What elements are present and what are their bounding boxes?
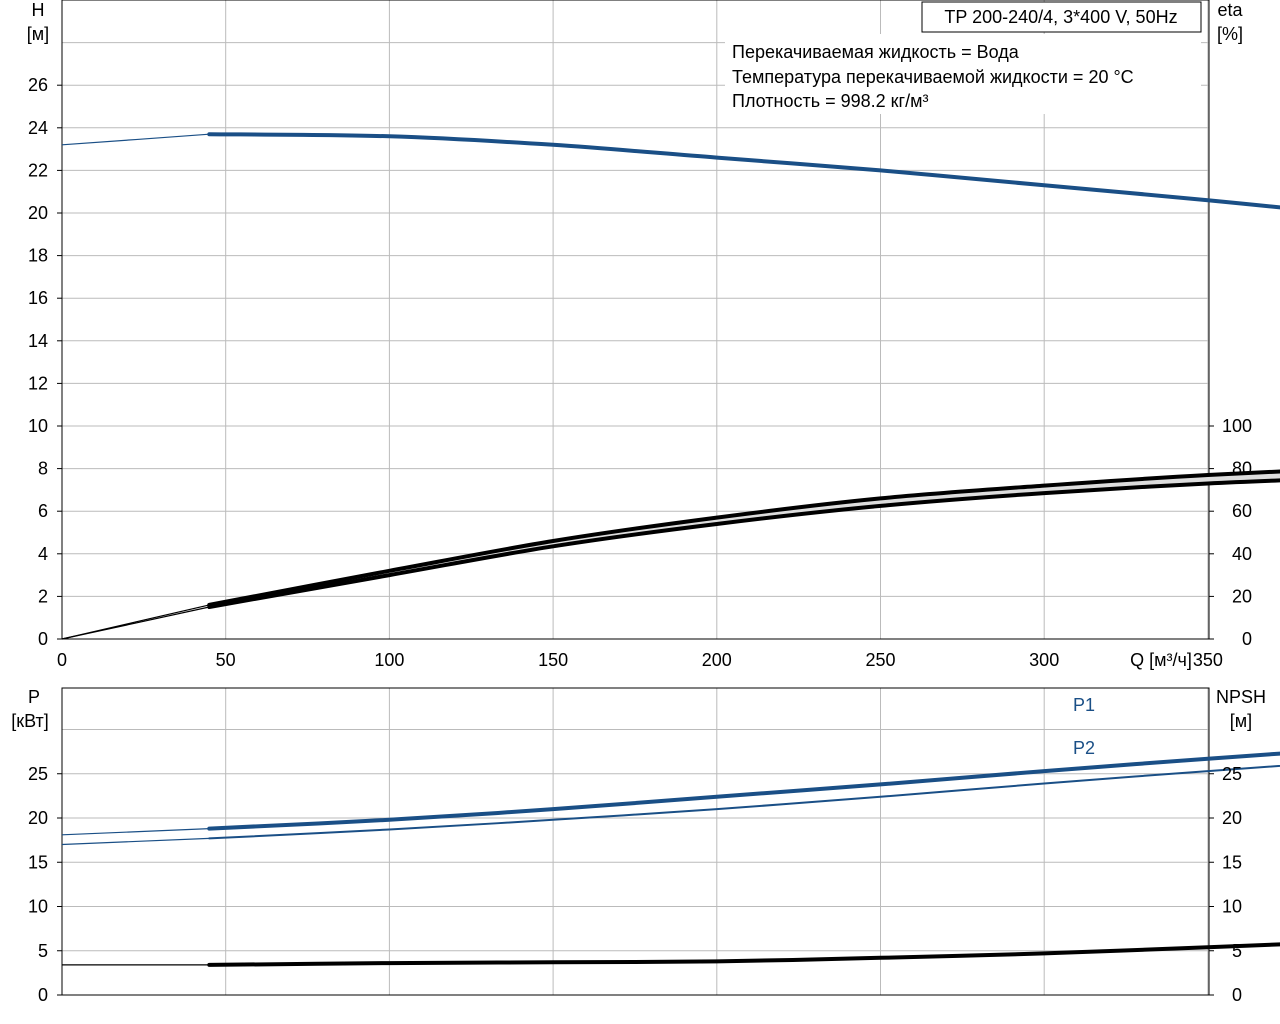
power-tick-label: 0 — [38, 985, 48, 1005]
x-tick-label: 200 — [702, 650, 732, 670]
head-tick-label: 0 — [38, 629, 48, 649]
head-efficiency-chart: 050100150200250300350400450500550600 024… — [27, 0, 1280, 670]
power-axis-title: P — [28, 687, 40, 707]
power-tick-label: 20 — [28, 808, 48, 828]
top-plot-frame — [61, 0, 1210, 640]
info-line-liquid: Перекачиваемая жидкость = Вода — [732, 42, 1020, 62]
p2-extrapolated-line — [61, 837, 210, 846]
head-tick-label: 26 — [28, 75, 48, 95]
title-box — [921, 1, 1202, 33]
power-tick-label: 25 — [28, 764, 48, 784]
head-axis-unit: [м] — [27, 24, 49, 44]
p2-curve — [208, 764, 1280, 840]
x-tick-label: 250 — [865, 650, 895, 670]
h-extrapolated-line — [61, 133, 210, 146]
x-tick-label: 350 — [1193, 650, 1223, 670]
npsh-tick-label: 20 — [1222, 808, 1242, 828]
npsh-tick-label: 25 — [1222, 764, 1242, 784]
head-tick-label: 12 — [28, 373, 48, 393]
p1-curve — [207, 751, 1280, 831]
power-npsh-chart: 0 5 10 15 20 25 0 5 10 15 20 25 P [кВт] NPSH [м] P… — [11, 687, 1280, 1005]
bottom-curves — [61, 751, 1280, 967]
x-tick-label: 150 — [538, 650, 568, 670]
head-tick-label: 18 — [28, 246, 48, 266]
eta-axis-title: eta — [1217, 0, 1243, 20]
npsh-tick-label: 5 — [1232, 941, 1242, 961]
h-curve — [207, 132, 1280, 210]
top-right-ticks: 0 20 40 60 80 100 — [1209, 416, 1252, 649]
head-tick-label: 8 — [38, 459, 48, 479]
power-tick-label: 10 — [28, 897, 48, 917]
head-tick-label: 20 — [28, 203, 48, 223]
x-tick-label: 100 — [374, 650, 404, 670]
chart-title: TP 200-240/4, 3*400 V, 50Hz — [944, 7, 1177, 27]
eta-tick-label: 0 — [1242, 629, 1252, 649]
head-tick-label: 22 — [28, 160, 48, 180]
power-tick-label: 15 — [28, 852, 48, 872]
bottom-plot-frame — [61, 687, 1210, 996]
bottom-left-ticks: 0 5 10 15 20 25 — [28, 764, 62, 1005]
eta-tick-label: 40 — [1232, 544, 1252, 564]
head-tick-label: 10 — [28, 416, 48, 436]
efficiency-band — [209, 471, 1280, 607]
npsh-tick-label: 15 — [1222, 852, 1242, 872]
eta_upper-curve — [207, 469, 1280, 607]
eta-tick-label: 80 — [1232, 459, 1252, 479]
top-curves — [61, 132, 1280, 640]
p1-extrapolated-line — [61, 828, 210, 836]
npsh-axis-title: NPSH — [1216, 687, 1266, 707]
x-tick-label: 50 — [216, 650, 236, 670]
bottom-grid — [62, 688, 1209, 995]
head-tick-label: 16 — [28, 288, 48, 308]
head-tick-label: 14 — [28, 331, 48, 351]
head-tick-label: 6 — [38, 501, 48, 521]
head-tick-label: 2 — [38, 586, 48, 606]
info-box — [725, 34, 1201, 114]
x-tick-label: 300 — [1029, 650, 1059, 670]
p2-series-label: P2 — [1073, 738, 1095, 758]
flow-axis-title: Q [м³/ч] — [1130, 650, 1192, 670]
eta-tick-label: 60 — [1232, 501, 1252, 521]
power-axis-unit: [кВт] — [11, 711, 49, 731]
eta-tick-label: 20 — [1232, 586, 1252, 606]
eta_lower-extrapolated-line — [61, 606, 210, 640]
eta-tick-label: 100 — [1222, 416, 1252, 436]
head-tick-label: 4 — [38, 544, 48, 564]
top-x-ticks: 050100150200250300350400450500550600 — [57, 650, 1223, 670]
head-tick-label: 24 — [28, 118, 48, 138]
x-tick-label: 0 — [57, 650, 67, 670]
info-line-density: Плотность = 998.2 кг/м³ — [732, 91, 928, 111]
info-line-temperature: Температура перекачиваемой жидкости = 20… — [732, 67, 1134, 87]
eta_lower-curve — [207, 478, 1280, 609]
npsh-curve — [207, 942, 1280, 967]
npsh-axis-unit: [м] — [1230, 711, 1252, 731]
head-axis-title: H — [32, 0, 45, 20]
npsh-tick-label: 10 — [1222, 897, 1242, 917]
p1-series-label: P1 — [1073, 695, 1095, 715]
bottom-right-ticks: 0 5 10 15 20 25 — [1209, 764, 1242, 1005]
eta-axis-unit: [%] — [1217, 24, 1243, 44]
npsh-tick-label: 0 — [1232, 985, 1242, 1005]
power-tick-label: 5 — [38, 941, 48, 961]
